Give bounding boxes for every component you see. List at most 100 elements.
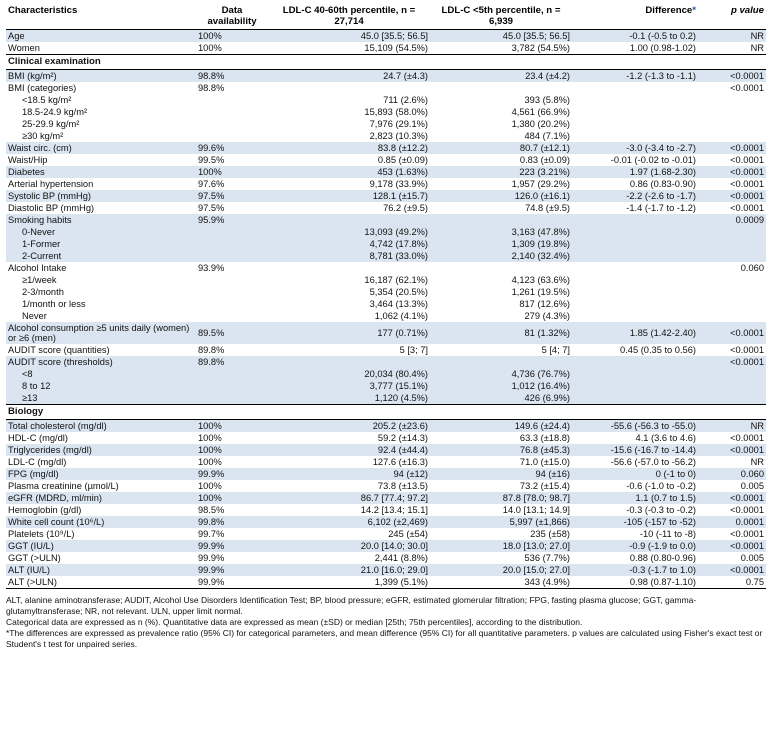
difference-value: 0.86 (0.83-0.90): [629, 179, 696, 189]
row-label: <8: [6, 368, 196, 380]
group1-value: 45.0 [35.5; 56.5]: [268, 29, 430, 42]
p-value: [698, 274, 766, 286]
group1-value: 73.8 (±13.5): [377, 481, 428, 491]
group1-value: 7,976 (29.1%): [369, 119, 428, 129]
row-label: 25-29.9 kg/m²: [22, 119, 80, 129]
p-value: <0.0001: [730, 83, 764, 93]
group2-value: 74.8 (±9.5): [525, 203, 570, 213]
group1-value: 14.2 [13.4; 15.1]: [360, 505, 428, 515]
group1-value: 127.6 (±16.3): [372, 457, 428, 467]
group1-value: 1,062 (4.1%): [374, 311, 428, 321]
row-label: <18.5 kg/m²: [22, 95, 72, 105]
row-label: 2-3/month: [22, 287, 64, 297]
group2-value: [430, 262, 572, 274]
table-row: Waist/Hip 99.5% 0.85 (±0.09) 0.83 (±0.09) -0…: [6, 154, 766, 166]
group2-value: 1,012 (16.4%): [430, 380, 572, 392]
table-row: HDL-C (mg/dl) 100% 59.2 (±14.3) 63.3 (±18.8…: [6, 432, 766, 444]
difference-value: 0.45 (0.35 to 0.56): [620, 345, 696, 355]
data-availability: 93.9%: [198, 263, 225, 273]
group2-value: 80.7 (±12.1): [430, 142, 572, 154]
data-availability: [196, 286, 268, 298]
data-availability: 100%: [196, 492, 268, 504]
header-characteristics: Characteristics: [8, 5, 78, 16]
difference-value: -55.6 (-56.3 to -55.0): [572, 419, 698, 432]
data-availability: 97.5%: [196, 190, 268, 202]
group1-value: 3,777 (15.1%): [268, 380, 430, 392]
p-value: <0.0001: [730, 345, 764, 355]
data-availability: [196, 94, 268, 106]
table-row: Alcohol consumption ≥5 units daily (wome…: [6, 322, 766, 344]
group2-value: [430, 214, 572, 226]
data-availability: 98.5%: [198, 505, 225, 515]
row-label: Diastolic BP (mmHg): [8, 203, 95, 213]
group2-value: 2,140 (32.4%): [430, 250, 572, 262]
row-label: Arterial hypertension: [8, 179, 94, 189]
data-availability: [196, 106, 268, 118]
difference-value: 1.85 (1.42-2.40): [572, 322, 698, 344]
group2-value: 279 (4.3%): [524, 311, 570, 321]
difference-value: [572, 130, 698, 142]
p-value: <0.0001: [698, 166, 766, 178]
group2-value: 484 (7.1%): [524, 131, 570, 141]
table-row: Plasma creatinine (µmol/L) 100% 73.8 (±13.…: [6, 480, 766, 492]
row-label: Smoking habits: [6, 214, 196, 226]
table-row: ALT (>ULN) 99.9% 1,399 (5.1%) 343 (4.9%) 0.9…: [6, 576, 766, 589]
data-availability: 100%: [198, 457, 222, 467]
row-label: Triglycerides (mg/dl): [6, 444, 196, 456]
group1-value: 5,354 (20.5%): [369, 287, 428, 297]
group1-value: 1,120 (4.5%): [268, 392, 430, 405]
table-row: ≥30 kg/m² 2,823 (10.3%) 484 (7.1%): [6, 130, 766, 142]
table-row: Triglycerides (mg/dl) 100% 92.4 (±44.4) 76.…: [6, 444, 766, 456]
data-availability: 99.6%: [196, 142, 268, 154]
row-label: FPG (mg/dl): [6, 468, 196, 480]
group2-value: 94 (±16): [430, 468, 572, 480]
row-label: 2-Current: [6, 250, 196, 262]
group2-value: [430, 356, 572, 368]
difference-value: [572, 298, 698, 310]
p-value: 0.005: [740, 481, 764, 491]
table-row: <18.5 kg/m² 711 (2.6%) 393 (5.8%): [6, 94, 766, 106]
group2-value: 18.0 [13.0; 27.0]: [430, 540, 572, 552]
data-availability: 100%: [198, 43, 222, 53]
group1-value: 59.2 (±14.3): [377, 433, 428, 443]
group1-value: 15,893 (58.0%): [364, 107, 428, 117]
table-row: Women 100% 15,109 (54.5%) 3,782 (54.5%) 1.00…: [6, 42, 766, 55]
group1-value: 3,464 (13.3%): [369, 299, 428, 309]
row-label: Hemoglobin (g/dl): [8, 505, 82, 515]
row-label: Never: [22, 311, 47, 321]
table-row: Smoking habits 95.9% 0.0009: [6, 214, 766, 226]
group1-value: 4,742 (17.8%): [268, 238, 430, 250]
group2-value: 76.8 (±45.3): [430, 444, 572, 456]
difference-value: [572, 94, 698, 106]
data-availability: [196, 238, 268, 250]
group1-value: 5 [3; 7]: [399, 345, 428, 355]
table-row: 25-29.9 kg/m² 7,976 (29.1%) 1,380 (20.2%): [6, 118, 766, 130]
group1-value: 8,781 (33.0%): [268, 250, 430, 262]
p-value: NR: [698, 29, 766, 42]
row-label: Total cholesterol (mg/dl): [6, 419, 196, 432]
group2-value: 14.0 [13.1; 14.9]: [502, 505, 570, 515]
group2-value: [430, 82, 572, 94]
group1-value: 86.7 [77.4; 97.2]: [268, 492, 430, 504]
p-value: <0.0001: [698, 322, 766, 344]
data-availability: 99.7%: [198, 529, 225, 539]
group1-value: 21.0 [16.0; 29.0]: [268, 564, 430, 576]
difference-value: 4.1 (3.6 to 4.6): [635, 433, 696, 443]
p-value: [698, 94, 766, 106]
group1-value: 2,823 (10.3%): [369, 131, 428, 141]
group2-value: 817 (12.6%): [519, 299, 570, 309]
row-label: 1-Former: [6, 238, 196, 250]
table-row: Age 100% 45.0 [35.5; 56.5] 45.0 [35.5; 56.5…: [6, 29, 766, 42]
data-availability: 100%: [198, 433, 222, 443]
row-label: AUDIT score (quantities): [8, 345, 110, 355]
difference-value: -0.1 (-0.5 to 0.2): [572, 29, 698, 42]
section-header: Clinical examination: [6, 54, 766, 70]
row-label: Diabetes: [6, 166, 196, 178]
p-value: 0.0001: [698, 516, 766, 528]
difference-value: [572, 356, 698, 368]
group2-value: 0.83 (±0.09): [519, 155, 570, 165]
difference-value: 0.88 (0.80-0.96): [629, 553, 696, 563]
table-header-row: Characteristics Data availability LDL-C …: [6, 4, 766, 30]
table-row: ≥13 1,120 (4.5%) 426 (6.9%): [6, 392, 766, 405]
difference-value: [572, 106, 698, 118]
